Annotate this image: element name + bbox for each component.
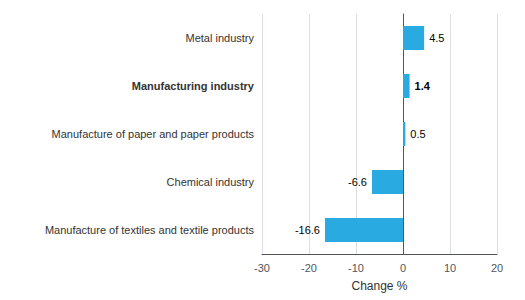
svg-text:Chemical industry: Chemical industry: [167, 176, 255, 188]
svg-text:-30: -30: [254, 262, 270, 274]
svg-text:0.5: 0.5: [410, 128, 425, 140]
svg-text:-16.6: -16.6: [295, 224, 320, 236]
svg-text:Manufacture of textiles and te: Manufacture of textiles and textile prod…: [45, 224, 255, 236]
svg-text:1.4: 1.4: [415, 80, 431, 92]
svg-text:-20: -20: [301, 262, 317, 274]
svg-text:4.5: 4.5: [429, 32, 444, 44]
svg-text:Change %: Change %: [351, 279, 407, 293]
svg-text:10: 10: [444, 262, 456, 274]
svg-text:Manufacturing industry: Manufacturing industry: [132, 80, 255, 92]
svg-text:Manufacture of paper and paper: Manufacture of paper and paper products: [52, 128, 255, 140]
svg-text:20: 20: [491, 262, 503, 274]
svg-text:Metal industry: Metal industry: [186, 32, 255, 44]
svg-text:0: 0: [400, 262, 406, 274]
svg-text:-6.6: -6.6: [348, 176, 367, 188]
svg-text:-10: -10: [348, 262, 364, 274]
